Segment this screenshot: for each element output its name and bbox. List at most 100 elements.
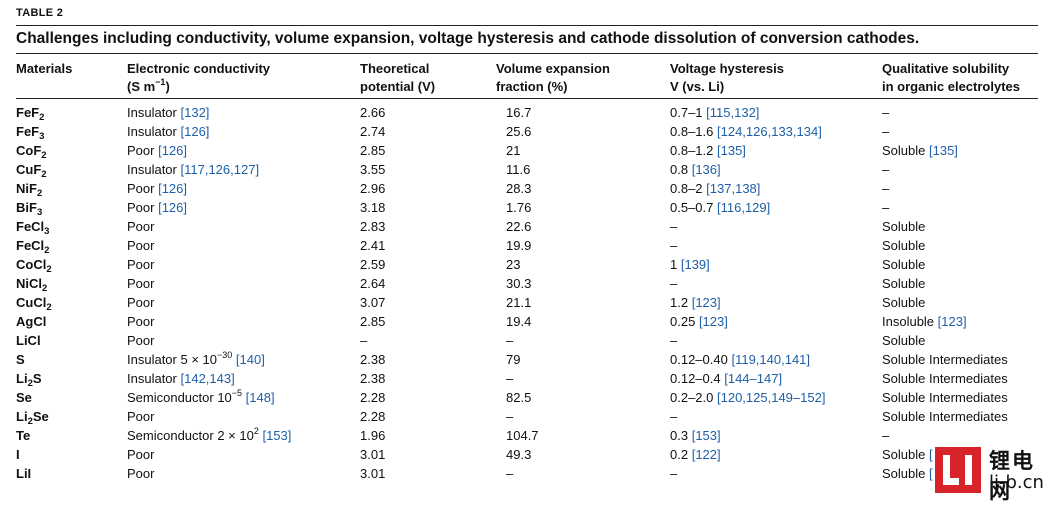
table-row: Te Semiconductor 2 × 102 [153] 1.96 104.7 0.… (0, 426, 1054, 445)
material-cell: FeF2 (16, 103, 44, 122)
conductivity-value: Semiconductor 10 (127, 390, 232, 405)
solubility-value: Insoluble (882, 314, 935, 329)
table-row: Se Semiconductor 10−5 [148] 2.28 82.5 0.2–2.… (0, 388, 1054, 407)
volume-expansion-cell: – (506, 333, 514, 348)
material-subscript: 3 (36, 207, 43, 218)
hysteresis-cell: 0.8 [136] (670, 160, 721, 179)
solubility-value: Soluble (882, 295, 926, 310)
solubility-cell: Soluble (882, 274, 925, 293)
solubility-cell: – (882, 426, 889, 445)
table-row: NiF2 Poor [126] 2.96 28.3 0.8–2 [137,138] – (0, 179, 1054, 198)
solubility-value: Soluble (882, 466, 926, 481)
table-row: FeF2 Insulator [132] 2.66 16.7 0.7–1 [115,13… (0, 103, 1054, 122)
material-cell: NiF2 (16, 179, 42, 198)
conductivity-value: Poor (127, 333, 155, 348)
conductivity-reference: [153] (262, 428, 292, 443)
material-cell: LiI (16, 464, 31, 483)
conductivity-cell: Insulator [126] (127, 122, 209, 141)
hysteresis-cell: 0.25 [123] (670, 312, 728, 331)
potential-cell: 2.64 (360, 276, 386, 291)
table-row: CoF2 Poor [126] 2.85 21 0.8–1.2 [135] Soluble… (0, 141, 1054, 160)
volume-expansion-cell: – (506, 466, 514, 481)
solubility-cell: Soluble [ (882, 464, 933, 483)
watermark-mark-icon (935, 447, 981, 493)
conductivity-value: Poor (127, 200, 155, 215)
hysteresis-value: 0.8–1.6 (670, 124, 714, 139)
conductivity-reference: [132] (180, 105, 210, 120)
hysteresis-cell: – (670, 236, 677, 255)
hysteresis-cell: 1 [139] (670, 255, 710, 274)
potential-cell: 3.01 (360, 447, 386, 462)
solubility-cell: – (882, 122, 889, 141)
hysteresis-value: 0.12–0.40 (670, 352, 728, 367)
solubility-cell: Soluble Intermediates (882, 350, 1008, 369)
conductivity-reference: [126] (158, 143, 188, 158)
conductivity-value: Poor (127, 447, 155, 462)
conductivity-value: Poor (127, 466, 155, 481)
hysteresis-cell: 0.3 [153] (670, 426, 721, 445)
solubility-value: – (882, 200, 890, 215)
conductivity-cell: Insulator [142,143] (127, 369, 235, 388)
material-cell: Li2Se (16, 407, 49, 426)
solubility-cell: Soluble Intermediates (882, 388, 1008, 407)
material-name: FeF (16, 105, 40, 120)
material-cell: CoF2 (16, 141, 47, 160)
volume-expansion-cell: 79 (506, 352, 521, 367)
solubility-cell: – (882, 103, 889, 122)
material-cell: CoCl2 (16, 255, 52, 274)
potential-cell: 2.38 (360, 371, 386, 386)
conductivity-exponent: −5 (231, 388, 243, 398)
conductivity-cell: Poor (127, 445, 154, 464)
potential-cell: 2.83 (360, 219, 386, 234)
hysteresis-value: 0.7–1 (670, 105, 703, 120)
volume-expansion-cell: 82.5 (506, 390, 532, 405)
table-row: FeCl3 Poor 2.83 22.6 – Soluble (0, 217, 1054, 236)
conductivity-value: Insulator (127, 124, 177, 139)
hysteresis-reference: [116,129] (717, 200, 771, 215)
potential-cell: 2.85 (360, 314, 386, 329)
conductivity-value: Poor (127, 143, 155, 158)
solubility-cell: Soluble [135] (882, 141, 958, 160)
conductivity-value: Insulator (127, 371, 177, 386)
solubility-reference: [ (929, 447, 933, 462)
solubility-value: Soluble Intermediates (882, 409, 1008, 424)
material-name: Se (16, 390, 32, 405)
material-cell: Te (16, 426, 30, 445)
header-solubility: Qualitative solubility in organic electr… (882, 61, 1020, 94)
conductivity-value: Poor (127, 219, 155, 234)
material-cell: CuF2 (16, 160, 47, 179)
potential-cell: 2.85 (360, 143, 386, 158)
material-subscript: 2 (42, 283, 48, 294)
material-name: Li (16, 371, 28, 386)
solubility-cell: – (882, 179, 889, 198)
material-cell: FeF3 (16, 122, 44, 141)
material-name: CoF (16, 143, 42, 158)
material-subscript: 2 (44, 245, 50, 256)
hysteresis-cell: 1.2 [123] (670, 293, 721, 312)
solubility-cell: Insoluble [123] (882, 312, 967, 331)
conductivity-cell: Insulator [117,126,127] (127, 160, 259, 179)
hysteresis-reference: [153] (691, 428, 721, 443)
hysteresis-reference: [123] (698, 314, 728, 329)
hysteresis-cell: 0.2 [122] (670, 445, 721, 464)
hysteresis-reference: [119,140,141] (731, 352, 811, 367)
solubility-value: – (882, 428, 890, 443)
conductivity-cell: Insulator [132] (127, 103, 209, 122)
hysteresis-cell: – (670, 274, 677, 293)
hysteresis-value: – (670, 333, 678, 348)
solubility-reference: [123] (937, 314, 967, 329)
material-name: BiF (16, 200, 37, 215)
material-name: CuCl (16, 295, 47, 310)
material-subscript: 2 (41, 169, 47, 180)
solubility-cell: Soluble Intermediates (882, 369, 1008, 388)
hysteresis-value: 0.12–0.4 (670, 371, 721, 386)
table-row: LiI Poor 3.01 – – Soluble [ (0, 464, 1054, 483)
table-label: TABLE 2 (16, 7, 64, 19)
potential-cell: 3.01 (360, 466, 386, 481)
volume-expansion-cell: – (506, 409, 514, 424)
table-row: S Insulator 5 × 10−30 [140] 2.38 79 0.12–0.4… (0, 350, 1054, 369)
table-row: FeF3 Insulator [126] 2.74 25.6 0.8–1.6 [124,… (0, 122, 1054, 141)
solubility-cell: – (882, 160, 889, 179)
volume-expansion-cell: 19.4 (506, 314, 532, 329)
table-row: Li2Se Poor 2.28 – – Soluble Intermediates (0, 407, 1054, 426)
